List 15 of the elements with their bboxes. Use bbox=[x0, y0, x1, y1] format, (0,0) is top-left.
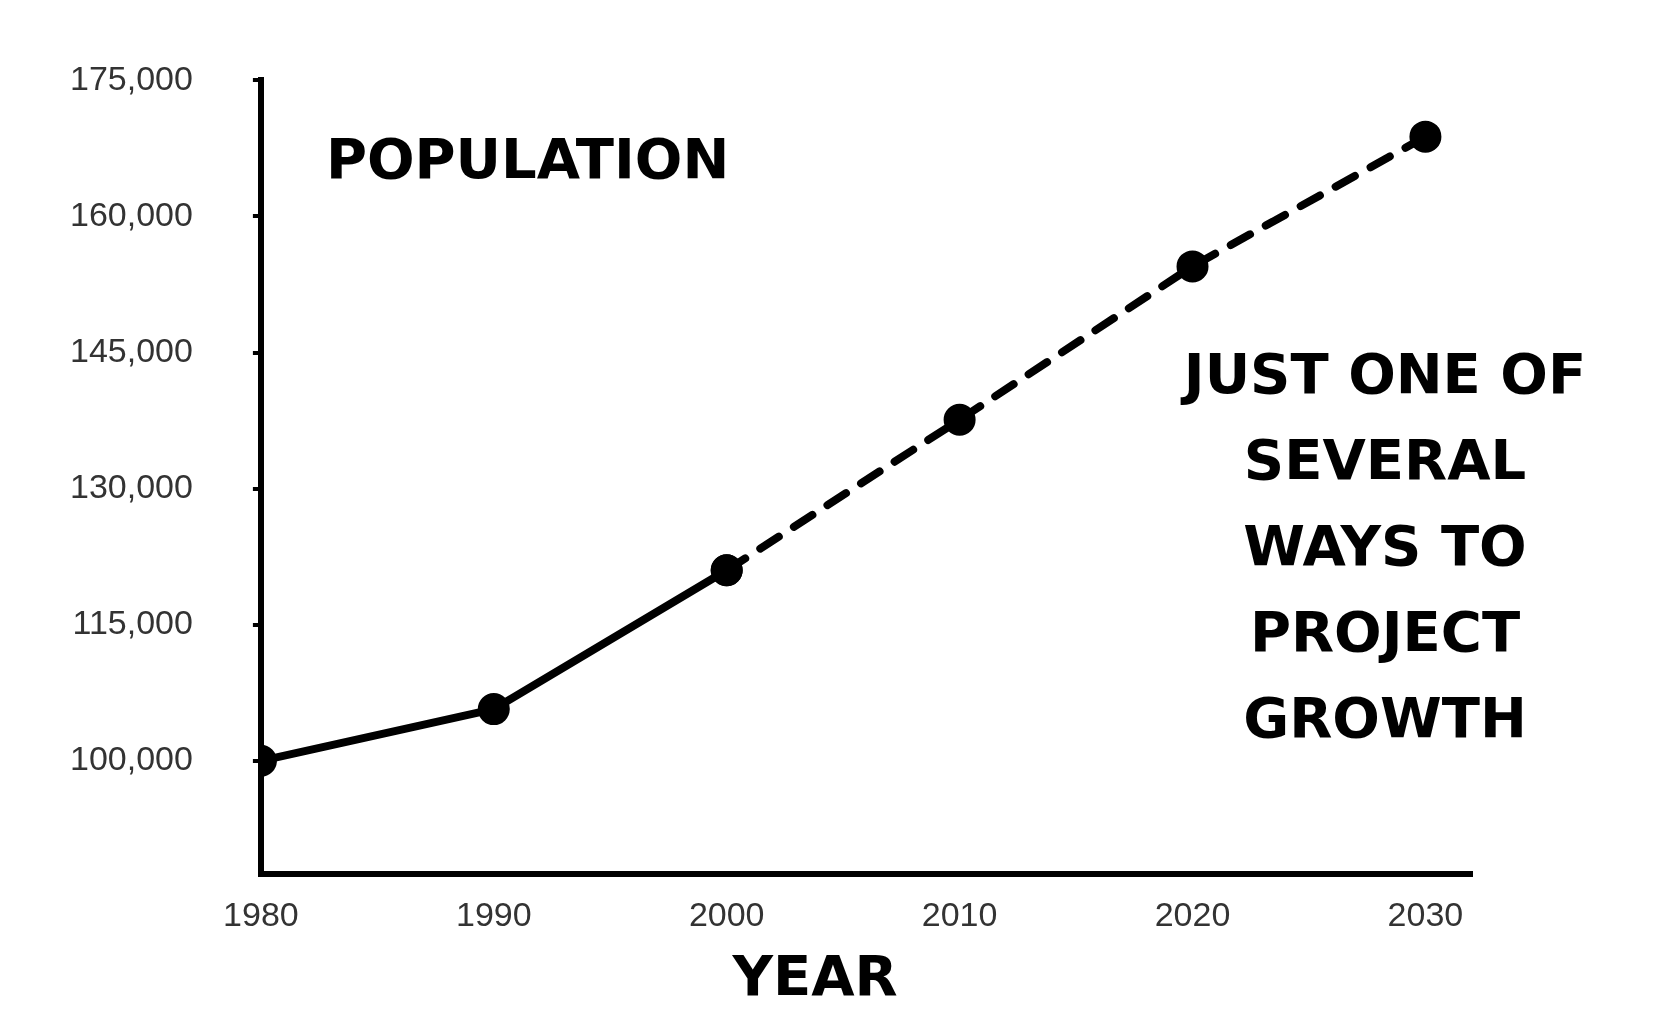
x-axis-title: YEAR bbox=[731, 942, 898, 1008]
y-tick-label: 100,000 bbox=[70, 739, 193, 778]
y-tick-label: 175,000 bbox=[70, 58, 193, 97]
x-tick-label: 2020 bbox=[1154, 894, 1231, 933]
x-tick-label: 2030 bbox=[1387, 894, 1464, 933]
x-tick-label: 1980 bbox=[223, 894, 299, 933]
x-tick-label: 1990 bbox=[455, 894, 532, 933]
x-tick-label: 2010 bbox=[921, 894, 998, 933]
y-axis-title: POPULATION bbox=[325, 125, 730, 191]
annotation: JUST ONE OF SEVERAL WAYS TO PROJECT GROWTH bbox=[1179, 340, 1587, 750]
y-tick-label: 115,000 bbox=[72, 603, 193, 642]
y-tick-label: 145,000 bbox=[70, 330, 193, 369]
y-tick-label: 130,000 bbox=[70, 467, 193, 506]
x-tick-label: 2000 bbox=[688, 894, 765, 933]
y-tick-label: 160,000 bbox=[70, 194, 193, 233]
